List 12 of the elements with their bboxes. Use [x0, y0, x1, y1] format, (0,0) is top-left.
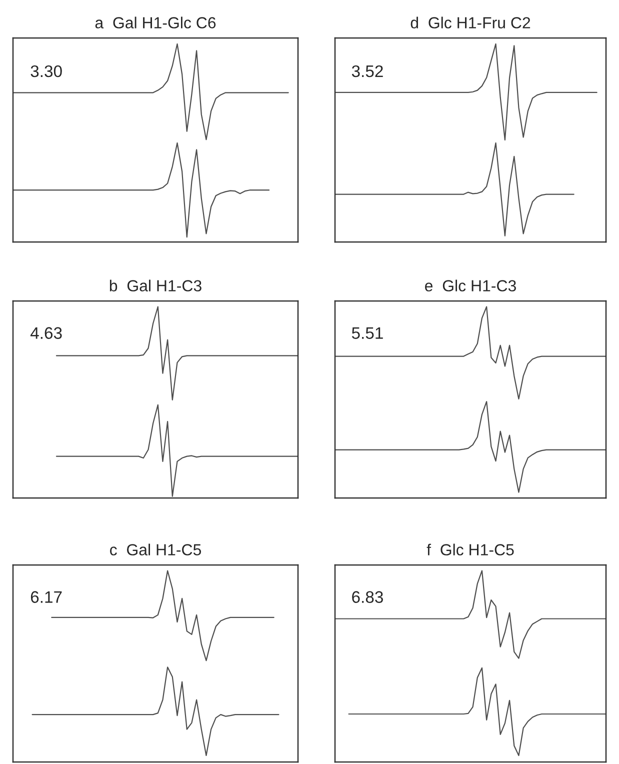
chart-title: a Gal H1-Glc C6 [95, 16, 216, 28]
annotation: 4.63 [30, 327, 62, 339]
annotation: 6.83 [352, 591, 383, 603]
chart-title: c Gal H1-C5 [110, 544, 201, 556]
chart-title: e Glc H1-C3 [425, 280, 516, 292]
annotation: 5.51 [352, 327, 383, 339]
chart-title: b Gal H1-C3 [110, 280, 202, 292]
annotation: 6.17 [30, 591, 62, 603]
chart-title: d Glc H1-Fru C2 [410, 16, 530, 28]
chart-title: f Glc H1-C5 [426, 544, 514, 556]
annotation: 3.30 [30, 65, 62, 78]
annotation: 3.52 [352, 65, 383, 78]
